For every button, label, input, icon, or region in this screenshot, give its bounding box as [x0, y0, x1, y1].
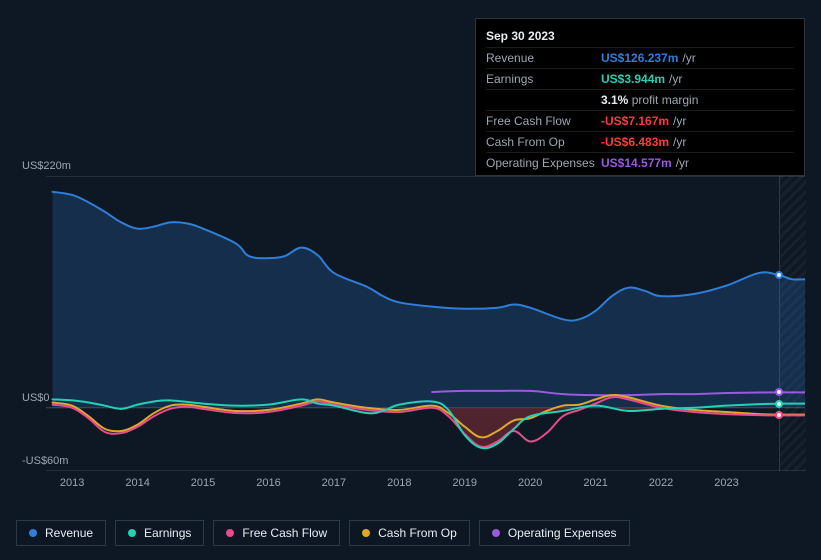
legend-item[interactable]: Revenue [16, 520, 106, 546]
legend-item[interactable]: Free Cash Flow [213, 520, 340, 546]
legend-label: Earnings [144, 526, 191, 540]
x-axis-label: 2019 [453, 477, 477, 489]
legend-dot [29, 529, 37, 537]
legend-item[interactable]: Earnings [115, 520, 204, 546]
cursor-dot [775, 411, 783, 419]
tooltip-key: Revenue [486, 51, 601, 65]
financial-chart[interactable]: US$220mUS$0-US$60m 201320142015201620172… [16, 158, 805, 493]
x-axis-label: 2013 [60, 477, 84, 489]
tooltip-unit: /yr [673, 114, 686, 128]
x-axis-label: 2017 [322, 477, 346, 489]
cursor-dot [775, 271, 783, 279]
tooltip-key: Cash From Op [486, 135, 601, 149]
future-region [779, 176, 806, 471]
x-axis-label: 2023 [714, 477, 738, 489]
legend-label: Revenue [45, 526, 93, 540]
tooltip-value: -US$6.483m [601, 135, 669, 149]
tooltip-value: -US$7.167m [601, 114, 669, 128]
tooltip-unit: /yr [669, 72, 682, 86]
legend-dot [226, 529, 234, 537]
tooltip-profit-margin: 3.1% profit margin [486, 89, 794, 110]
tooltip-key: Free Cash Flow [486, 114, 601, 128]
cursor-dot [775, 400, 783, 408]
tooltip-unit: /yr [673, 135, 686, 149]
tooltip-value: US$3.944m [601, 72, 665, 86]
legend-label: Operating Expenses [508, 526, 617, 540]
plot-area[interactable] [46, 176, 805, 471]
legend-label: Free Cash Flow [242, 526, 327, 540]
tooltip-date: Sep 30 2023 [486, 25, 794, 47]
legend-label: Cash From Op [378, 526, 457, 540]
tooltip-rows: RevenueUS$126.237m/yrEarningsUS$3.944m/y… [486, 47, 794, 173]
chart-tooltip: Sep 30 2023 RevenueUS$126.237m/yrEarning… [475, 18, 805, 176]
chart-legend: Revenue Earnings Free Cash Flow Cash From O… [16, 520, 630, 546]
x-axis-label: 2020 [518, 477, 542, 489]
tooltip-unit: /yr [682, 51, 695, 65]
x-axis-label: 2016 [256, 477, 280, 489]
tooltip-value: US$126.237m [601, 51, 678, 65]
legend-item[interactable]: Operating Expenses [479, 520, 630, 546]
x-axis-label: 2022 [649, 477, 673, 489]
legend-dot [492, 529, 500, 537]
tooltip-row: RevenueUS$126.237m/yr [486, 47, 794, 68]
cursor-dot [775, 388, 783, 396]
legend-dot [362, 529, 370, 537]
legend-dot [128, 529, 136, 537]
x-axis-label: 2015 [191, 477, 215, 489]
x-axis-label: 2018 [387, 477, 411, 489]
tooltip-row: Cash From Op-US$6.483m/yr [486, 131, 794, 152]
y-axis-label: US$220m [22, 160, 71, 172]
tooltip-row: Free Cash Flow-US$7.167m/yr [486, 110, 794, 131]
legend-item[interactable]: Cash From Op [349, 520, 470, 546]
x-axis-label: 2021 [583, 477, 607, 489]
tooltip-key: Earnings [486, 72, 601, 86]
x-axis-label: 2014 [125, 477, 149, 489]
tooltip-row: EarningsUS$3.944m/yr [486, 68, 794, 89]
